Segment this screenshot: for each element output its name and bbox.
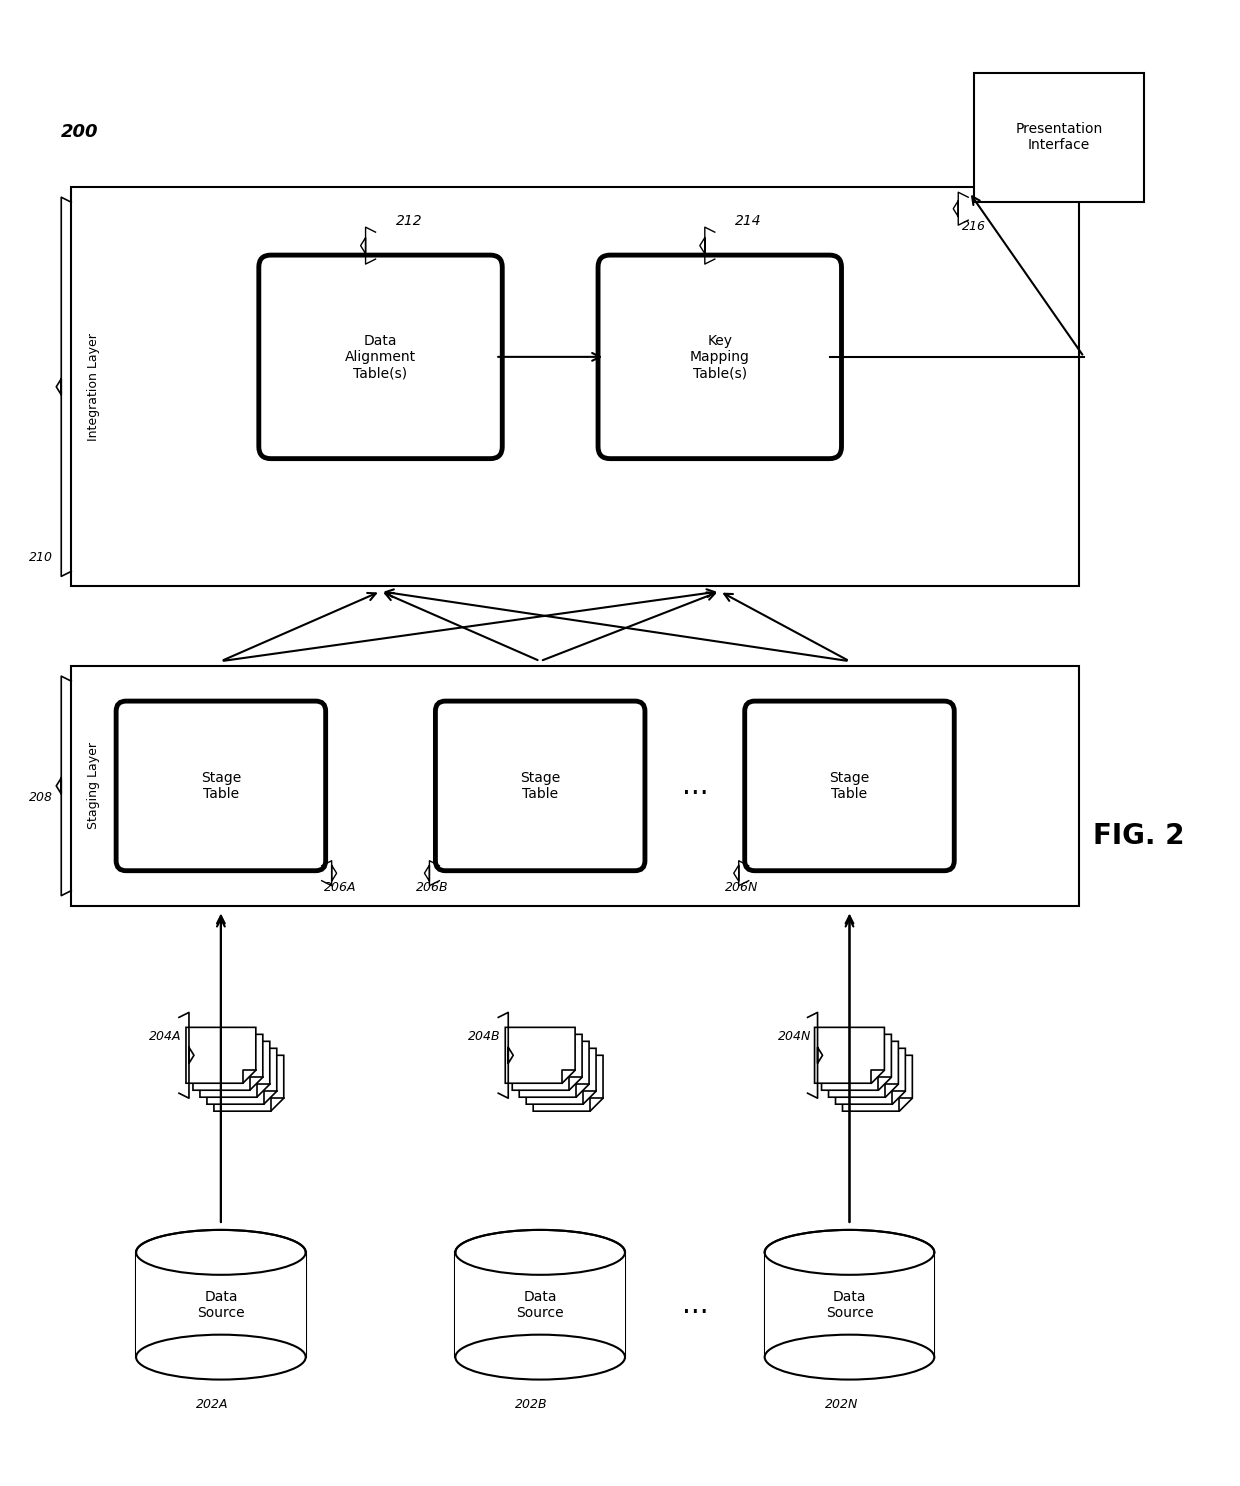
Text: FIG. 2: FIG. 2 xyxy=(1094,822,1184,850)
Text: Staging Layer: Staging Layer xyxy=(87,743,99,829)
Text: Data
Source: Data Source xyxy=(826,1290,873,1320)
Bar xyxy=(455,1253,625,1357)
Text: 212: 212 xyxy=(396,214,422,229)
FancyBboxPatch shape xyxy=(117,701,326,871)
Text: Stage
Table: Stage Table xyxy=(830,771,869,801)
Text: ...: ... xyxy=(682,771,708,799)
Text: 206A: 206A xyxy=(324,881,356,893)
Ellipse shape xyxy=(455,1334,625,1379)
Text: Presentation
Interface: Presentation Interface xyxy=(1016,122,1102,153)
Bar xyxy=(71,187,1079,587)
Text: Data
Source: Data Source xyxy=(516,1290,564,1320)
Ellipse shape xyxy=(765,1334,934,1379)
Polygon shape xyxy=(520,1042,589,1097)
FancyBboxPatch shape xyxy=(745,701,955,871)
Polygon shape xyxy=(815,1027,884,1083)
Text: 210: 210 xyxy=(30,551,53,565)
Polygon shape xyxy=(193,1034,263,1091)
FancyBboxPatch shape xyxy=(259,256,502,459)
Text: Data
Source: Data Source xyxy=(197,1290,244,1320)
Bar xyxy=(136,1253,306,1357)
Text: 206N: 206N xyxy=(724,881,758,893)
FancyBboxPatch shape xyxy=(598,256,842,459)
Polygon shape xyxy=(533,1055,603,1112)
Text: 204B: 204B xyxy=(469,1030,501,1043)
Polygon shape xyxy=(505,1027,575,1083)
Text: 202B: 202B xyxy=(516,1397,548,1410)
Ellipse shape xyxy=(136,1334,306,1379)
Text: ...: ... xyxy=(682,1291,708,1318)
Polygon shape xyxy=(526,1048,596,1104)
Text: 200: 200 xyxy=(61,123,99,141)
Polygon shape xyxy=(207,1048,277,1104)
Ellipse shape xyxy=(455,1230,625,1275)
Bar xyxy=(71,666,1079,905)
Polygon shape xyxy=(842,1055,913,1112)
Text: 216: 216 xyxy=(962,220,986,233)
Polygon shape xyxy=(822,1034,892,1091)
Polygon shape xyxy=(186,1027,255,1083)
Polygon shape xyxy=(512,1034,582,1091)
Text: 204A: 204A xyxy=(149,1030,181,1043)
Text: Stage
Table: Stage Table xyxy=(201,771,241,801)
Polygon shape xyxy=(200,1042,270,1097)
FancyBboxPatch shape xyxy=(435,701,645,871)
Bar xyxy=(975,73,1143,202)
Polygon shape xyxy=(828,1042,898,1097)
Text: 208: 208 xyxy=(30,791,53,804)
Text: Stage
Table: Stage Table xyxy=(520,771,560,801)
Text: 214: 214 xyxy=(735,214,761,229)
Ellipse shape xyxy=(765,1230,934,1275)
Text: 202N: 202N xyxy=(825,1397,858,1410)
Text: Key
Mapping
Table(s): Key Mapping Table(s) xyxy=(689,334,750,380)
Polygon shape xyxy=(836,1048,905,1104)
Ellipse shape xyxy=(136,1230,306,1275)
Text: Integration Layer: Integration Layer xyxy=(87,333,99,441)
Polygon shape xyxy=(215,1055,284,1112)
Text: 204N: 204N xyxy=(777,1030,811,1043)
Text: 202A: 202A xyxy=(196,1397,228,1410)
Text: 206B: 206B xyxy=(415,881,448,893)
Text: Data
Alignment
Table(s): Data Alignment Table(s) xyxy=(345,334,417,380)
Bar xyxy=(765,1253,934,1357)
